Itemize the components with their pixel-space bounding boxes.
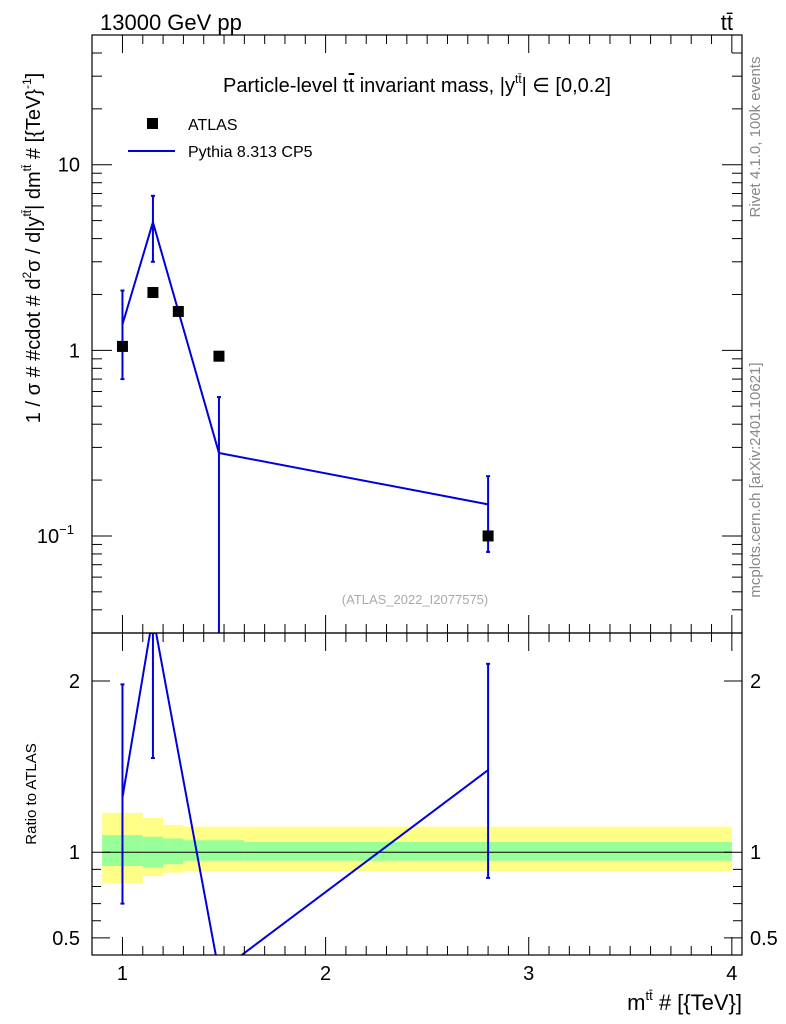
pythia-line xyxy=(121,218,489,506)
atlas-data-point xyxy=(147,286,159,298)
main-y-axis-label: 1 / σ # #cdot # d2σ / d|ytt̄| dmtt̄ # [{… xyxy=(20,73,45,423)
ratio-inner-band xyxy=(163,838,184,865)
x-axis-label: mtt̄ # [{TeV}] xyxy=(627,988,742,1015)
ratio-y-tick-label-left: 1 xyxy=(69,842,80,864)
atlas-data-point xyxy=(172,305,184,317)
ratio-series-layer xyxy=(120,633,491,955)
main-watermark: (ATLAS_2022_I2077575) xyxy=(342,592,488,607)
x-tick-label: 3 xyxy=(523,963,534,985)
ratio-pythia-line xyxy=(121,633,489,955)
ratio-y-tick-label-right: 0.5 xyxy=(750,928,778,950)
legend: ATLAS Pythia 8.313 CP5 xyxy=(128,117,313,161)
rivet-version-label: Rivet 4.1.0, 100k events xyxy=(747,57,764,218)
ratio-y-tick-label-right: 1 xyxy=(750,842,761,864)
source-label: mcplots.cern.ch [arXiv:2401.10621] xyxy=(747,362,764,597)
ratio-y-tick-label-left: 0.5 xyxy=(52,928,80,950)
atlas-data-point xyxy=(213,350,225,362)
main-y-tick-label: 10 xyxy=(58,155,80,177)
atlas-data-point xyxy=(482,530,494,542)
x-tick-label: 1 xyxy=(117,963,128,985)
ratio-y-axis-label: Ratio to ATLAS xyxy=(23,743,40,844)
ratio-tick-labels: 2 2 1 1 0.5 0.5 1 2 3 4 xyxy=(52,671,778,985)
legend-pythia-label: Pythia 8.313 CP5 xyxy=(188,144,313,161)
ratio-axis-ticks xyxy=(92,633,742,955)
ratio-y-tick-label-left: 2 xyxy=(69,671,80,693)
ratio-panel: 2 2 1 1 0.5 0.5 1 2 3 4 Ratio to ATLAS mtt̄ # [{T… xyxy=(23,632,778,1015)
x-tick-label: 2 xyxy=(320,963,331,985)
main-series-layer xyxy=(116,194,494,633)
ratio-y-tick-label-right: 2 xyxy=(750,671,761,693)
main-panel: (ATLAS_2022_I2077575) 10 1 10−1 Particle-l… xyxy=(20,34,743,634)
main-tick-labels: 10 1 10−1 xyxy=(37,155,80,548)
main-y-tick-label: 1 xyxy=(69,340,80,362)
ratio-frame xyxy=(91,632,743,956)
header-process-label: tt̄ xyxy=(721,10,733,35)
atlas-data-point xyxy=(116,340,128,352)
header-collision-label: 13000 GeV pp xyxy=(100,10,242,35)
ratio-inner-band xyxy=(183,840,245,861)
chart-title: Particle-level tt invariant mass, |ytt̄|… xyxy=(223,72,611,97)
x-tick-label: 4 xyxy=(726,963,737,985)
main-axis-ticks xyxy=(92,34,742,634)
legend-atlas-label: ATLAS xyxy=(188,117,238,134)
legend-atlas-marker xyxy=(147,118,158,129)
main-y-tick-label: 10−1 xyxy=(37,522,74,548)
